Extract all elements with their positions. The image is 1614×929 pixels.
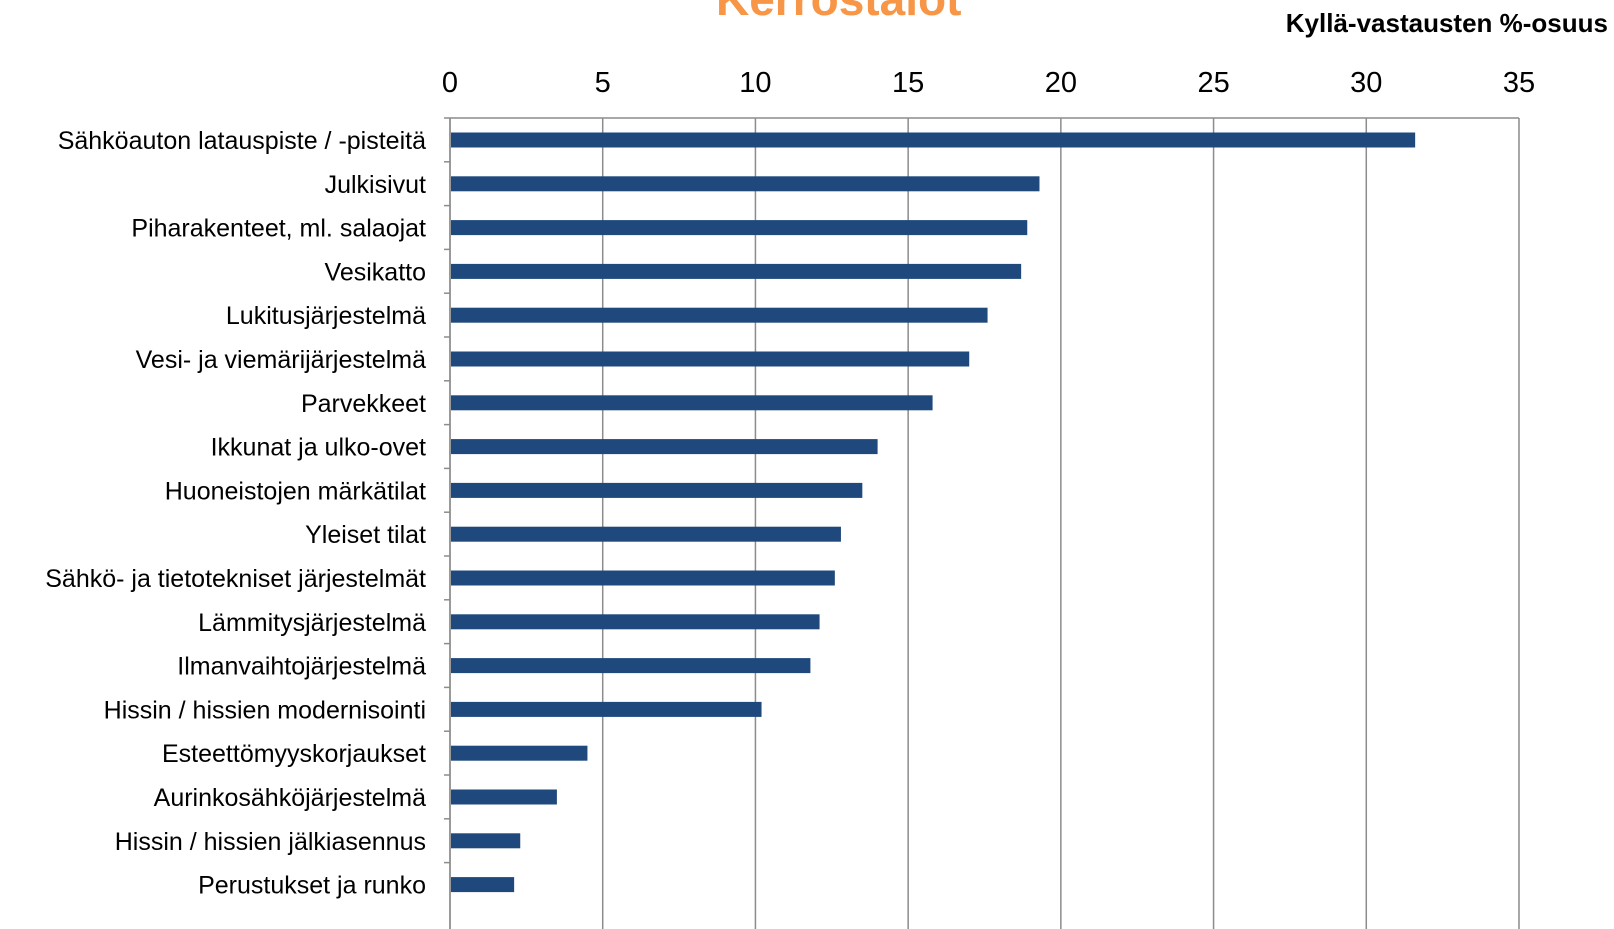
category-label: Perustukset ja runko [198,872,426,900]
x-tick-label: 30 [1350,67,1382,99]
category-label: Sähköauton latauspiste / -pisteitä [58,127,426,155]
bar [451,833,521,849]
bar [451,658,811,674]
category-label: Aurinkosähköjärjestelmä [154,784,426,812]
bar [451,395,933,411]
bar [451,877,515,893]
category-label: Piharakenteet, ml. salaojat [131,215,426,243]
category-label: Huoneistojen märkätilat [165,477,426,505]
bar [451,439,878,455]
category-label: Vesikatto [325,258,426,286]
bar [451,701,762,717]
bar [451,351,970,367]
category-label: Parvekkeet [301,390,426,418]
category-label: Julkisivut [325,171,426,199]
category-label: Yleiset tilat [305,521,426,549]
bar [451,307,988,323]
x-tick-label: 35 [1503,67,1535,99]
category-label: Sähkö- ja tietotekniset järjestelmät [45,565,426,593]
bar [451,220,1028,236]
axis-unit-label: Kyllä-vastausten %-osuus [1285,8,1608,38]
category-label: Esteettömyyskorjaukset [162,740,426,768]
x-tick-label: 10 [739,67,771,99]
x-tick-label: 25 [1197,67,1229,99]
bar [451,570,835,586]
category-label: Ikkunat ja ulko-ovet [211,434,426,462]
chart-title: Kerrostalot [716,0,961,26]
bar [451,176,1040,192]
category-label: Lämmitysjärjestelmä [198,609,426,637]
bar [451,482,863,498]
bar [451,789,557,805]
x-tick-label: 5 [595,67,611,99]
category-label: Lukitusjärjestelmä [226,302,426,330]
bar [451,526,841,542]
x-tick-label: 15 [892,67,924,99]
bar [451,745,588,761]
bar [451,132,1416,148]
category-label: Hissin / hissien modernisointi [104,696,426,724]
bar [451,614,820,630]
category-label: Vesi- ja viemärijärjestelmä [136,346,426,374]
category-label: Hissin / hissien jälkiasennus [115,828,426,856]
category-label: Ilmanvaihtojärjestelmä [177,653,426,681]
bar [451,263,1022,279]
x-tick-label: 20 [1045,67,1077,99]
x-tick-label: 0 [442,67,458,99]
